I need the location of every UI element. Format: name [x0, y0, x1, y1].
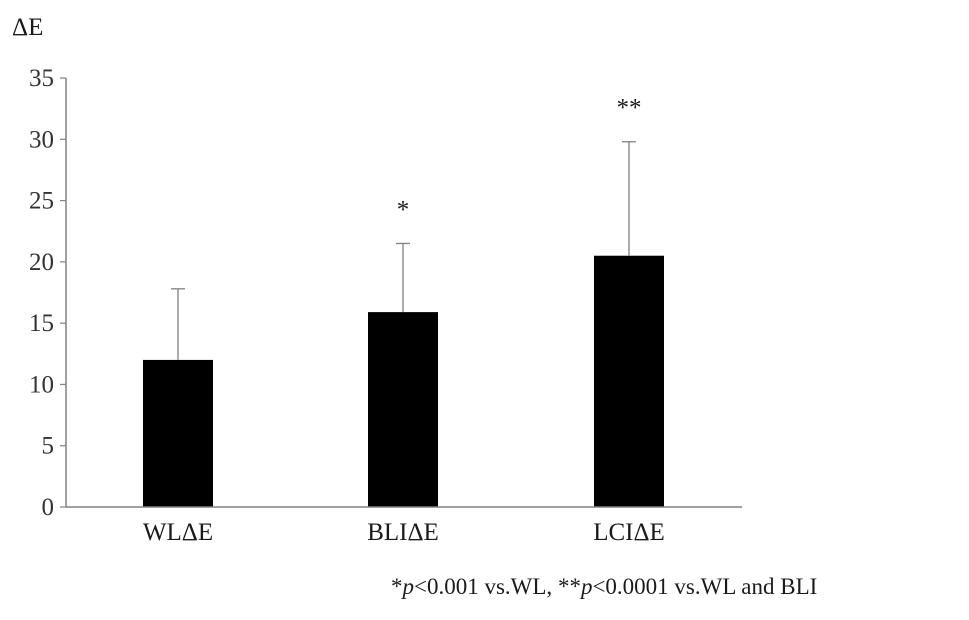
category-label: BLIΔE: [367, 519, 439, 546]
y-tick-label: 30: [29, 126, 54, 153]
significance-markers: ***: [397, 95, 642, 224]
y-axis-ticks: 0 5 10 15 20 25 30 35: [29, 65, 66, 521]
error-bars: [171, 141, 636, 360]
footnote-text1: <0.001 vs.WL,: [414, 574, 558, 599]
category-label: LCIΔE: [593, 519, 665, 546]
bar-3: [594, 255, 664, 507]
y-tick-label: 15: [29, 310, 54, 337]
y-tick-label: 20: [29, 249, 54, 276]
footnote-text2: <0.0001 vs.WL and BLI: [592, 574, 818, 599]
y-tick-label: 25: [29, 188, 54, 215]
bar-2: [368, 312, 438, 507]
bar-1: [143, 359, 213, 507]
footnote-star2: **: [557, 574, 581, 599]
footnote-p1: p: [402, 574, 415, 599]
category-label: WLΔE: [143, 519, 213, 546]
significance-marker-2: *: [397, 196, 410, 223]
y-tick-label: 35: [29, 65, 54, 92]
significance-footnote: *p<0.001 vs.WL, **p<0.0001 vs.WL and BLI: [391, 574, 817, 600]
y-axis-label: ΔE: [12, 14, 43, 41]
significance-marker-3: **: [617, 95, 642, 122]
y-tick-label: 5: [42, 433, 55, 460]
footnote-star1: *: [391, 574, 403, 599]
bars: [143, 255, 664, 507]
category-labels: WLΔE BLIΔE LCIΔE: [143, 519, 665, 546]
y-tick-label: 10: [29, 371, 54, 398]
y-tick-label: 0: [42, 494, 55, 521]
footnote-p2: p: [580, 574, 593, 599]
